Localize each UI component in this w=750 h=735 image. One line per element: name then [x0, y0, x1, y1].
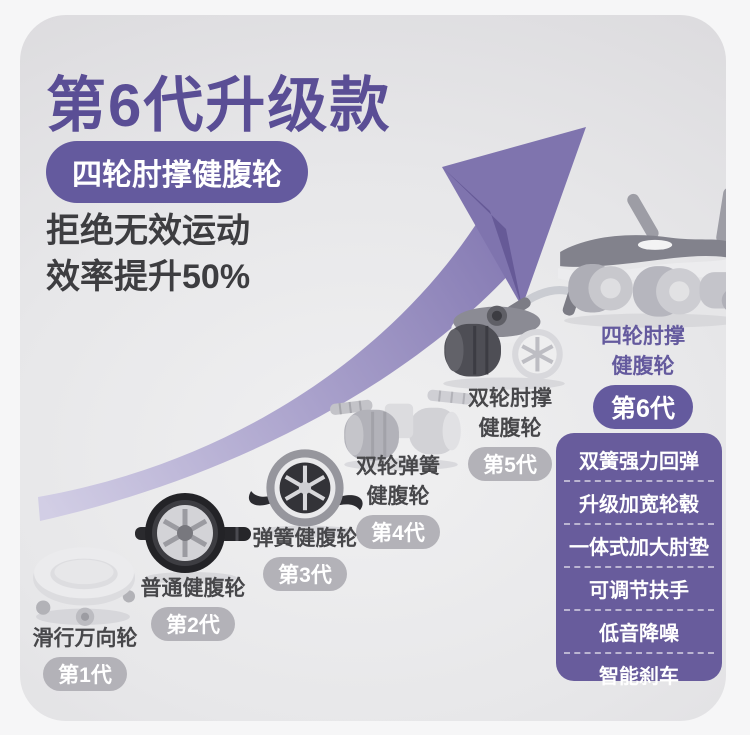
product-gen6-image	[558, 187, 726, 328]
gen-1-badge: 第1代	[43, 656, 127, 691]
gen-4-name-line2: 健腹轮	[366, 484, 430, 508]
gen-5-name-line2: 健腹轮	[478, 416, 542, 440]
gen-5-name: 双轮肘撑	[468, 387, 552, 410]
tagline-line1: 拒绝无效运动	[46, 212, 250, 250]
feature-item: 低音降噪	[564, 611, 714, 654]
gen-3-name: 弹簧健腹轮	[252, 527, 358, 550]
promo-card: 第6代升级款 四轮肘撑健腹轮 拒绝无效运动 效率提升50%	[20, 15, 726, 721]
page-title: 第6代升级款	[46, 72, 392, 139]
product-gen1-image	[33, 547, 136, 626]
product-gen3-image	[248, 449, 363, 538]
gen-6-name-line2: 健腹轮	[611, 354, 675, 378]
gen-1-label: 滑行万向轮 第1代	[20, 627, 150, 691]
gen-2-label: 普通健腹轮 第2代	[128, 577, 258, 641]
gen-2-name: 普通健腹轮	[140, 577, 246, 600]
gen-6-name: 四轮肘撑	[601, 325, 685, 348]
gen-3-badge: 第3代	[263, 556, 347, 591]
gen-5-label: 双轮肘撑 健腹轮 第5代	[440, 387, 580, 481]
gen-5-badge: 第5代	[468, 446, 552, 481]
feature-item: 双簧强力回弹	[564, 439, 714, 482]
gen-4-label: 双轮弹簧 健腹轮 第4代	[328, 455, 468, 549]
product-gen2-image	[135, 493, 251, 584]
product-name-badge: 四轮肘撑健腹轮	[46, 141, 308, 203]
gen-4-badge: 第4代	[356, 514, 440, 549]
feature-panel: 双簧强力回弹 升级加宽轮毂 一体式加大肘垫 可调节扶手 低音降噪 智能刹车	[556, 433, 722, 688]
gen-4-name: 双轮弹簧	[356, 455, 440, 478]
product-gen4-image	[330, 389, 472, 471]
tagline-line2: 效率提升50%	[46, 257, 251, 296]
gen-1-name: 滑行万向轮	[32, 627, 138, 650]
gen-2-badge: 第2代	[151, 606, 235, 641]
feature-item: 可调节扶手	[564, 568, 714, 611]
gen-6-badge: 第6代	[593, 384, 693, 429]
feature-item: 一体式加大肘垫	[564, 525, 714, 568]
feature-item: 智能刹车	[599, 666, 679, 688]
gen-6-label: 四轮肘撑 健腹轮 第6代	[568, 325, 718, 429]
growth-arrow	[38, 127, 586, 521]
tagline: 拒绝无效运动 效率提升50%	[46, 209, 376, 301]
product-gen5-image	[443, 285, 584, 390]
feature-item: 升级加宽轮毂	[564, 482, 714, 525]
gen-3-label: 弹簧健腹轮 第3代	[235, 527, 375, 591]
